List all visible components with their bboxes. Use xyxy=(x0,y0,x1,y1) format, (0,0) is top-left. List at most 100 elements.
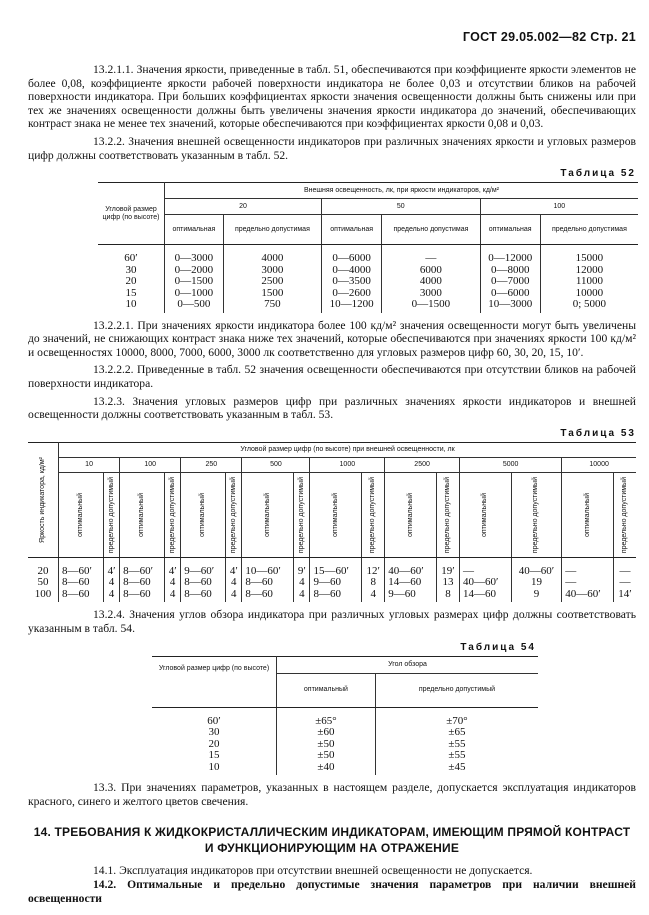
row-header: Яркость индикатора, кд/м² xyxy=(28,442,59,558)
data-column: 15000 12000 11000 10000 0; 5000 xyxy=(539,244,638,313)
sub-header: оптимальный xyxy=(276,673,376,708)
data-column: — 6000 4000 3000 0—1500 xyxy=(381,244,481,313)
sub-header-text: оптимальный xyxy=(76,492,84,537)
paragraph-13-2-2-2: 13.2.2.2. Приведенные в табл. 52 значени… xyxy=(28,363,636,391)
paragraph-13-2-2-1: 13.2.2.1. При значениях яркости индикато… xyxy=(28,318,636,359)
sub-header: оптимальный xyxy=(119,472,165,558)
sub-header: оптимальная xyxy=(164,214,224,246)
sub-header: оптимальный xyxy=(180,472,226,558)
data-column: 15—60′ 9—60 8—60 xyxy=(309,557,362,603)
sub-header: оптимальный xyxy=(384,472,437,558)
sub-header: предельно допустимая xyxy=(539,214,638,246)
group-header-cell: 1000 xyxy=(309,457,385,473)
sub-header: оптимальная xyxy=(479,214,541,246)
group-header-cell: 100 xyxy=(119,457,181,473)
data-column: ±70° ±65 ±55 ±55 ±45 xyxy=(374,707,538,776)
data-column: ±65° ±60 ±50 ±50 ±40 xyxy=(276,707,376,776)
row-labels: 60′ 30 20 15 10 xyxy=(124,252,138,311)
sub-header-text: оптимальный xyxy=(331,492,339,537)
data-column: 9′ 4 4 xyxy=(293,557,310,603)
paragraph-13-2-1-1: 13.2.1.1. Значения яркости, приведенные … xyxy=(28,63,636,131)
group-header-cell: 10000 xyxy=(561,457,636,473)
sub-header: предельно допустимый xyxy=(102,472,120,558)
sub-header: оптимальный xyxy=(458,472,512,558)
data-column: 4′ 4 4 xyxy=(164,557,181,603)
sub-header: предельно допустимый xyxy=(613,472,636,558)
sub-header-text: оптимальный xyxy=(138,492,146,537)
table-52-caption: Таблица 52 xyxy=(560,168,636,180)
sub-header: оптимальный xyxy=(561,472,614,558)
sub-header: предельно допустимый xyxy=(361,472,385,558)
paragraph-13-2-3: 13.2.3. Значения угловых размеров цифр п… xyxy=(28,394,636,422)
sub-header-text: оптимальный xyxy=(481,492,489,537)
row-header-text: Яркость индикатора, кд/м² xyxy=(39,456,46,543)
data-column: 4′ 4 4 xyxy=(225,557,242,603)
sub-header-text: предельно допустимый xyxy=(532,476,540,553)
sub-header: предельно допустимый xyxy=(225,472,242,558)
data-column: 4000 3000 2500 1500 750 xyxy=(222,244,322,313)
sub-header-text: оптимальный xyxy=(406,492,414,537)
group-100: 100 xyxy=(479,198,638,216)
group-header: Угловой размер цифр (по высоте) при внеш… xyxy=(58,442,636,458)
row-header: Угловой размер цифр (по высоте) xyxy=(98,182,165,246)
data-column: 40—60′ 19 9 xyxy=(510,557,562,603)
sub-header-text: оптимальный xyxy=(263,492,271,537)
group-header: Внешняя освещенность, лк, при яркости ин… xyxy=(164,182,638,200)
group-50: 50 xyxy=(321,198,481,216)
sub-header: предельно допустимая xyxy=(222,214,322,246)
table-54: Угловой размер цифр (по высоте) Угол обз… xyxy=(152,655,538,776)
table-53-caption: Таблица 53 xyxy=(560,427,636,439)
paragraph-13-2-4: 13.2.4. Значения углов обзора индикатора… xyxy=(28,608,636,636)
sub-header: предельно допустимый xyxy=(435,472,460,558)
data-column: 0—3000 0—2000 0—1500 0—1000 0—500 xyxy=(164,244,224,313)
data-column: — — 40—60′ xyxy=(561,557,614,603)
sub-header-text: предельно допустимый xyxy=(297,476,305,553)
paragraph-13-3: 13.3. При значениях параметров, указанны… xyxy=(28,781,636,808)
sub-header-text: предельно допустимый xyxy=(621,476,628,553)
table-54-caption: Таблица 54 xyxy=(460,641,536,653)
data-column: 0—6000 0—4000 0—3500 0—2600 10—1200 xyxy=(321,244,382,313)
data-column: — — 14′ xyxy=(613,557,636,603)
data-column: 12′ 8 4 xyxy=(361,557,385,603)
paragraph-14-2: 14.2. Оптимальные и предельно допустимые… xyxy=(28,877,636,905)
data-column: — 40—60′ 14—60 xyxy=(458,557,512,603)
row-labels: 60′ 30 20 15 10 xyxy=(207,714,221,773)
page-header: ГОСТ 29.05.002—82 Стр. 21 xyxy=(462,30,636,44)
table-52: Угловой размер цифр (по высоте) Внешняя … xyxy=(98,182,638,313)
group-header-cell: 10 xyxy=(57,457,120,473)
sub-header: оптимальная xyxy=(321,214,382,246)
data-column: 8—60′ 8—60 8—60 xyxy=(58,557,104,603)
sub-header: оптимальный xyxy=(241,472,294,558)
sub-header: оптимальный xyxy=(309,472,362,558)
sub-header-text: оптимальный xyxy=(583,492,591,537)
group-header-cell: 250 xyxy=(180,457,242,473)
sub-header-text: оптимальный xyxy=(199,492,207,537)
group-20: 20 xyxy=(163,198,322,216)
table-53: Яркость индикатора, кд/м² Угловой размер… xyxy=(28,441,636,603)
paragraph-13-2-2: 13.2.2. Значения внешней освещенности ин… xyxy=(28,134,636,162)
sub-header: предельно допустимый xyxy=(293,472,310,558)
group-header: Угол обзора xyxy=(276,656,538,674)
row-labels: 20 50 100 xyxy=(34,564,52,600)
data-column: 40—60′ 14—60 9—60 xyxy=(384,557,437,603)
data-column: 19′ 13 8 xyxy=(435,557,460,603)
sub-header: предельно допустимый xyxy=(374,673,538,708)
sub-header-text: предельно допустимый xyxy=(369,476,377,553)
data-column: 4′ 4 4 xyxy=(102,557,120,603)
sub-header-text: предельно допустимый xyxy=(168,476,176,553)
data-column: 8—60′ 8—60 8—60 xyxy=(119,557,165,603)
sub-header-text: предельно допустимый xyxy=(229,476,237,553)
data-column: 9—60′ 8—60 8—60 xyxy=(180,557,226,603)
data-column: 0—12000 0—8000 0—7000 0—6000 10—3000 xyxy=(479,244,541,313)
row-header: Угловой размер цифр (по высоте) xyxy=(152,656,277,708)
sub-header: предельно допустимый xyxy=(510,472,562,558)
sub-header: предельно допустимый xyxy=(164,472,181,558)
sub-header: предельно допустимая xyxy=(381,214,481,246)
section-heading-14: 14. ТРЕБОВАНИЯ К ЖИДКОКРИСТАЛЛИЧЕСКИМ ИН… xyxy=(33,825,631,856)
data-column: 10—60′ 8—60 8—60 xyxy=(241,557,294,603)
sub-header-text: предельно допустимый xyxy=(107,476,115,553)
group-header-cell: 2500 xyxy=(384,457,460,473)
paragraph-14-1: 14.1. Эксплуатация индикаторов при отсут… xyxy=(93,864,533,878)
group-header-cell: 5000 xyxy=(458,457,562,473)
